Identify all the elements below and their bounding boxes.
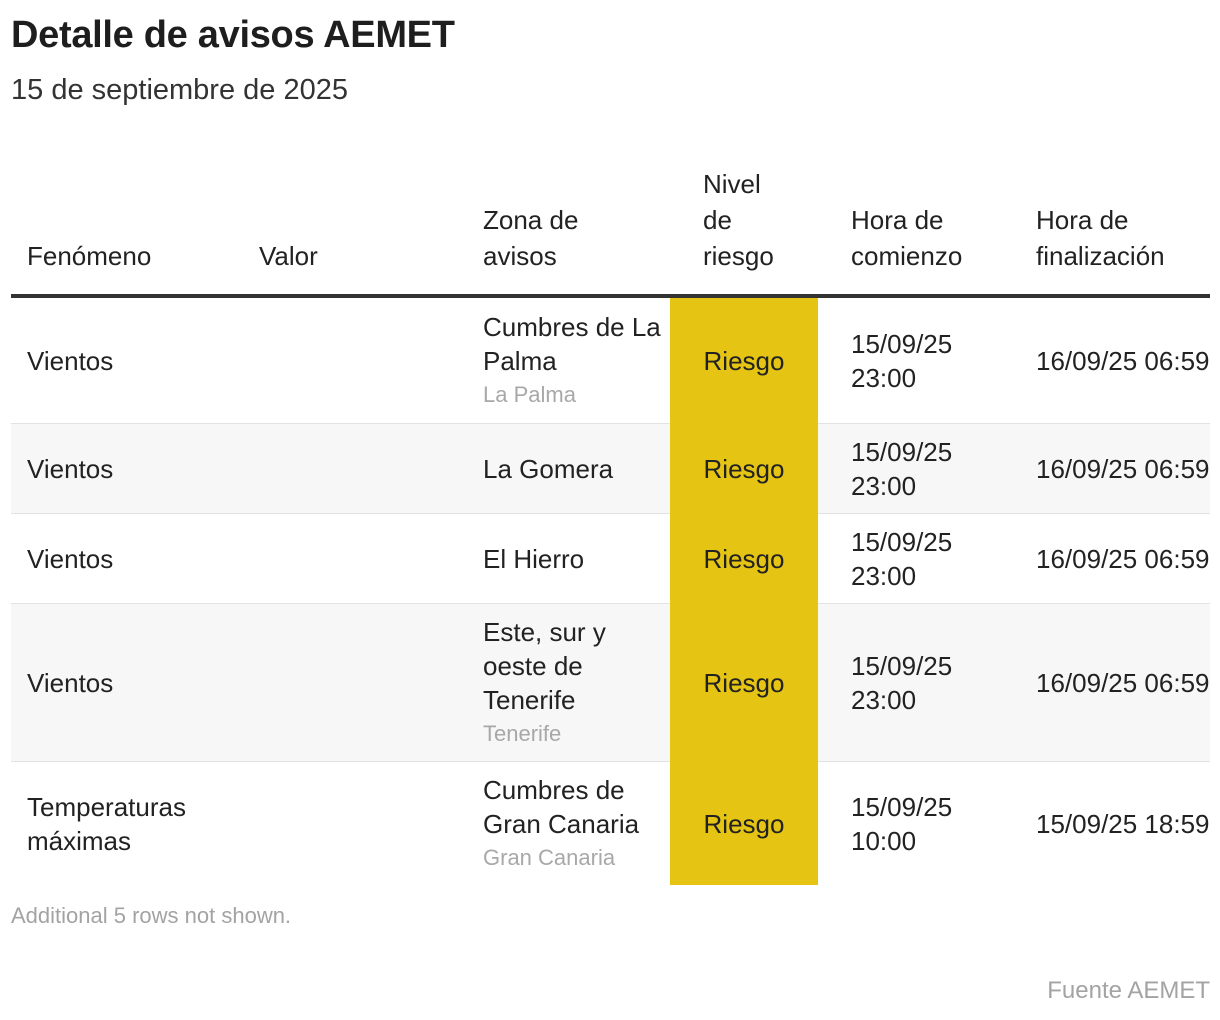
cell-nivel-badge: Riesgo bbox=[670, 603, 818, 762]
page-subtitle: 15 de septiembre de 2025 bbox=[11, 74, 348, 106]
cell-zona: El Hierro bbox=[463, 513, 670, 604]
rows-hidden-note: Additional 5 rows not shown. bbox=[11, 903, 292, 928]
header-nivel: Nivel de riesgo bbox=[670, 166, 818, 298]
header-fenomeno: Fenómeno bbox=[11, 166, 243, 298]
header-fin: Hora de finalización bbox=[1010, 166, 1210, 298]
cell-inicio: 15/09/25 23:00 bbox=[818, 423, 1010, 514]
cell-valor bbox=[243, 762, 463, 886]
cell-inicio: 15/09/25 23:00 bbox=[818, 296, 1010, 424]
header-fin-l2: finalización bbox=[1036, 241, 1165, 271]
cell-fenomeno: Vientos bbox=[11, 513, 243, 604]
cell-fin: 15/09/25 18:59 bbox=[1036, 808, 1210, 839]
zona-region: La Palma bbox=[483, 381, 576, 407]
cell-valor bbox=[243, 296, 463, 424]
header-row: Fenómeno Valor Zona de avisos Nivel de ries… bbox=[11, 166, 1210, 298]
cell-valor bbox=[243, 513, 463, 604]
warnings-table: Fenómeno Valor Zona de avisos Nivel de ries… bbox=[11, 166, 1210, 885]
header-inicio-l2: comienzo bbox=[851, 241, 963, 271]
zona-name: Cumbres de La Palma bbox=[483, 311, 661, 376]
cell-inicio: 15/09/25 23:00 bbox=[818, 603, 1010, 762]
zona-name: Cumbres de Gran Canaria bbox=[483, 774, 640, 839]
table-body: Vientos Cumbres de La Palma La Palma Riesgo… bbox=[11, 296, 1210, 885]
cell-valor bbox=[243, 603, 463, 762]
cell-fin: 16/09/25 06:59 bbox=[1010, 423, 1210, 514]
table-row: Vientos Cumbres de La Palma La Palma Riesgo… bbox=[11, 296, 1210, 424]
cell-nivel-badge: Riesgo bbox=[670, 761, 818, 885]
cell-nivel-badge: Riesgo bbox=[670, 296, 818, 424]
cell-nivel-badge: Riesgo bbox=[670, 513, 818, 604]
cell-fin: 16/09/25 06:59 bbox=[1010, 603, 1210, 762]
header-inicio: Hora de comienzo bbox=[818, 166, 1010, 298]
header-nivel-l2: de bbox=[703, 205, 732, 235]
cell-valor bbox=[243, 423, 463, 514]
zona-name: Este, sur y oeste de Tenerife bbox=[483, 616, 606, 715]
zona-region: Tenerife bbox=[483, 720, 562, 746]
cell-fenomeno: Vientos bbox=[11, 603, 243, 762]
table-header: Fenómeno Valor Zona de avisos Nivel de ries… bbox=[11, 166, 1210, 298]
table-row: Vientos El Hierro Riesgo 15/09/25 23:00 16/0… bbox=[11, 513, 1210, 604]
table-row: Temperaturas máximas Cumbres de Gran Cana… bbox=[11, 761, 1210, 886]
zona-region: Gran Canaria bbox=[483, 844, 616, 870]
cell-fin: 16/09/25 06:59 bbox=[1010, 513, 1210, 604]
cell-zona: Cumbres de La Palma La Palma bbox=[463, 296, 670, 424]
header-inicio-l1: Hora de bbox=[851, 205, 944, 235]
cell-fin: 16/09/25 06:59 bbox=[1010, 296, 1210, 424]
cell-fenomeno: Vientos bbox=[11, 423, 243, 514]
header-zona-l2: avisos bbox=[483, 241, 557, 271]
cell-nivel-badge: Riesgo bbox=[670, 423, 818, 514]
zona-name: La Gomera bbox=[483, 453, 614, 484]
header-zona: Zona de avisos bbox=[463, 166, 670, 298]
cell-inicio: 15/09/25 10:00 bbox=[851, 791, 953, 856]
header-valor: Valor bbox=[243, 166, 463, 298]
source-credit: Fuente AEMET bbox=[1047, 977, 1210, 1004]
header-nivel-l3: riesgo bbox=[703, 241, 774, 271]
cell-fenomeno: Temperaturas máximas bbox=[27, 791, 186, 856]
cell-zona: Este, sur y oeste de Tenerife Tenerife bbox=[463, 603, 670, 762]
table-row: Vientos Este, sur y oeste de Tenerife Tene… bbox=[11, 603, 1210, 762]
table-row: Vientos La Gomera Riesgo 15/09/25 23:00 16/0… bbox=[11, 423, 1210, 514]
header-nivel-l1: Nivel bbox=[703, 169, 761, 199]
zona-name: El Hierro bbox=[483, 543, 585, 574]
header-fin-l1: Hora de bbox=[1036, 205, 1129, 235]
page-title: Detalle de avisos AEMET bbox=[11, 14, 455, 56]
cell-fenomeno: Vientos bbox=[11, 296, 243, 424]
cell-zona: Cumbres de Gran Canaria Gran Canaria bbox=[463, 762, 670, 886]
cell-zona: La Gomera bbox=[463, 423, 670, 514]
cell-inicio: 15/09/25 23:00 bbox=[818, 513, 1010, 604]
header-zona-l1: Zona de bbox=[483, 205, 579, 235]
